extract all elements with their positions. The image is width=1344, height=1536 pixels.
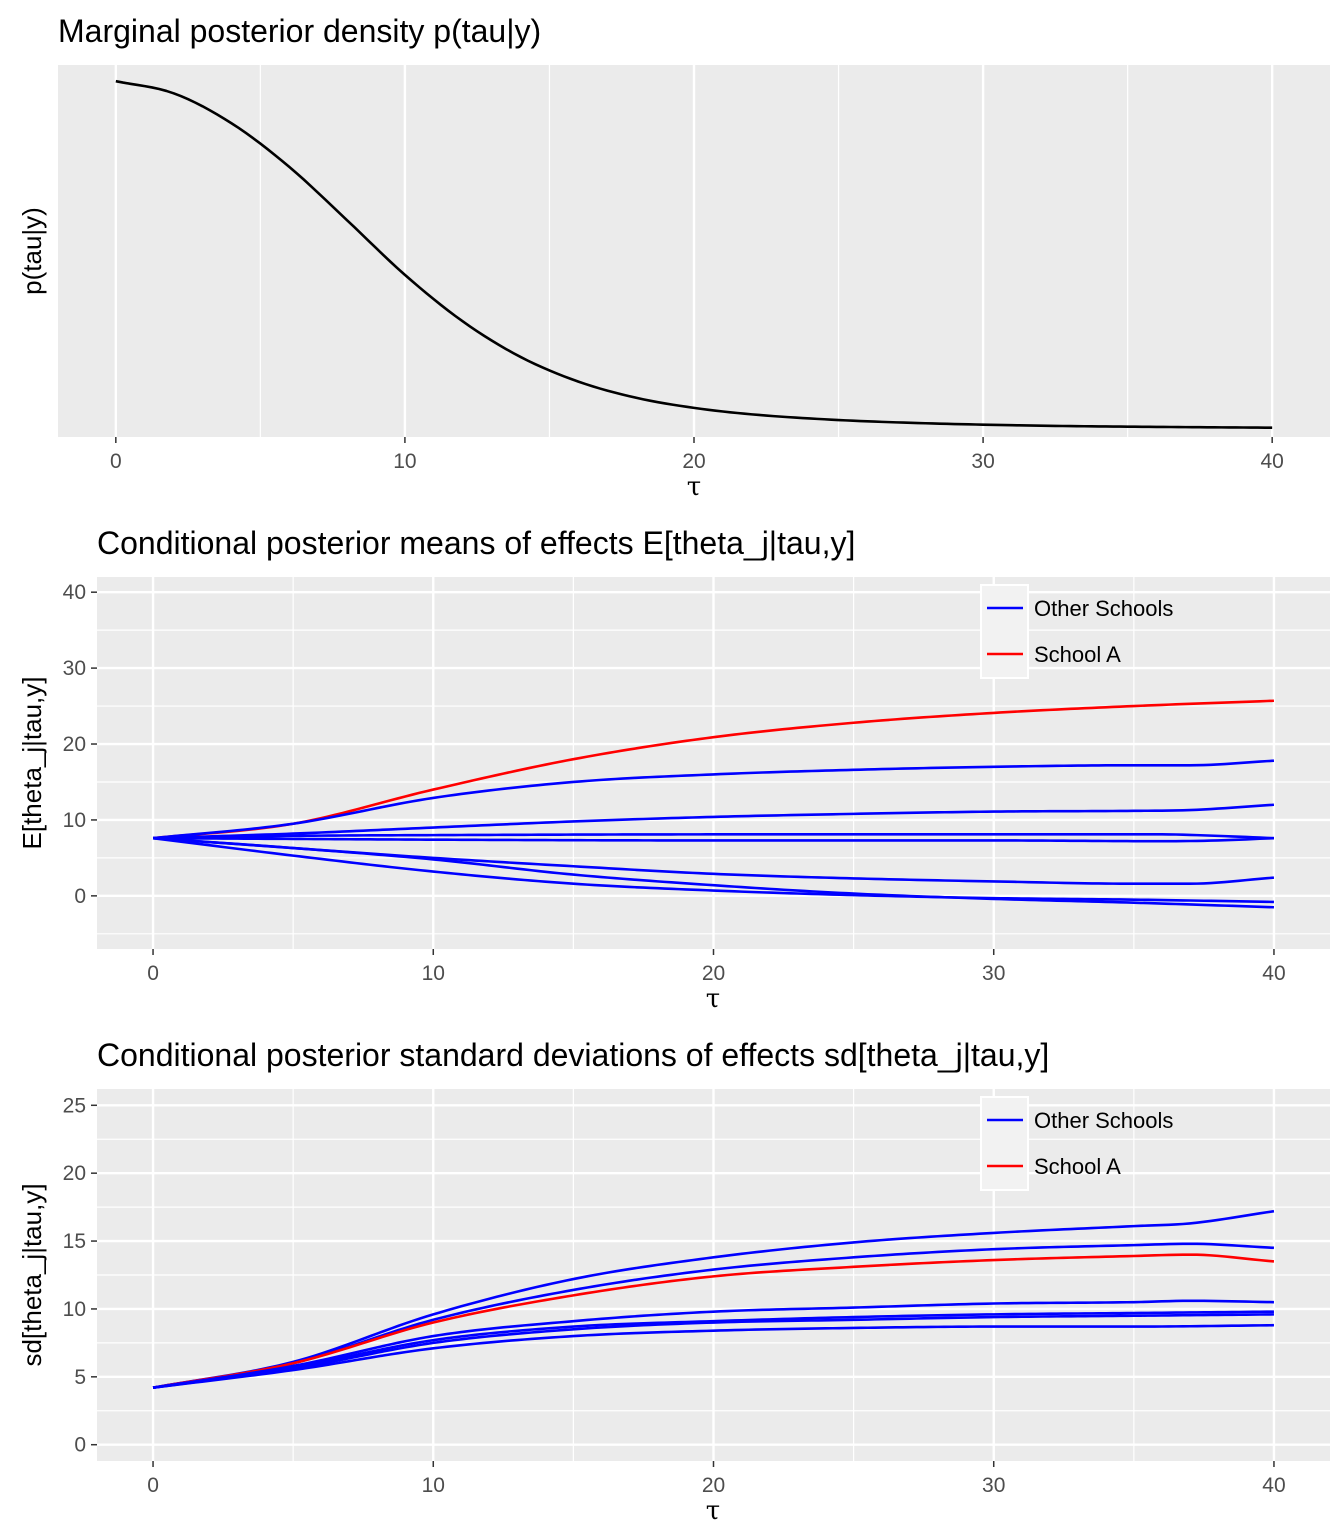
density-x-axis-title: τ bbox=[687, 472, 701, 502]
means-other-schools-line bbox=[153, 836, 1275, 843]
sd-x-tick-label: 40 bbox=[1262, 1474, 1285, 1497]
means-other-schools-line bbox=[153, 803, 1275, 840]
sd-series-group bbox=[152, 1209, 1275, 1389]
sd-x-axis-title: τ bbox=[706, 1496, 720, 1526]
means-other-schools-line bbox=[152, 759, 1275, 840]
sd-other-schools-line bbox=[152, 1323, 1274, 1389]
sd-chart: Conditional posterior standard deviation… bbox=[17, 1037, 1330, 1526]
sd-y-ticks: 0 5 10 15 20 25 bbox=[63, 1094, 97, 1457]
sd-y-axis-title: sd[theta_j|tau,y] bbox=[17, 1183, 47, 1366]
sd-other-schools-line bbox=[152, 1313, 1274, 1389]
means-legend-label-school-a: School A bbox=[1034, 642, 1121, 667]
means-legend-box bbox=[980, 584, 1029, 679]
means-x-axis-title: τ bbox=[706, 984, 720, 1014]
sd-x-tick-label: 20 bbox=[702, 1474, 725, 1497]
means-legend: Other Schools School A bbox=[980, 584, 1173, 679]
means-chart-title: Conditional posterior means of effects E… bbox=[97, 525, 855, 561]
means-gridlines bbox=[97, 577, 1330, 949]
density-y-axis-title: p(tau|y) bbox=[17, 207, 47, 295]
sd-y-tick-label: 5 bbox=[74, 1366, 86, 1389]
density-curve-group bbox=[115, 79, 1273, 429]
sd-legend-label-other-schools: Other Schools bbox=[1034, 1108, 1173, 1133]
means-other-schools-line bbox=[152, 836, 1274, 909]
sd-y-tick-label: 20 bbox=[63, 1162, 86, 1185]
sd-gridlines bbox=[97, 1089, 1330, 1461]
sd-x-tick-label: 10 bbox=[422, 1474, 445, 1497]
density-chart: Marginal posterior density p(tau|y) 0 10 2… bbox=[17, 13, 1330, 502]
sd-chart-title: Conditional posterior standard deviation… bbox=[97, 1037, 1049, 1073]
sd-legend-label-school-a: School A bbox=[1034, 1154, 1121, 1179]
sd-x-ticks: 0 10 20 30 40 bbox=[147, 1461, 1286, 1497]
means-y-tick-label: 0 bbox=[74, 885, 86, 908]
means-x-ticks: 0 10 20 30 40 bbox=[147, 949, 1286, 985]
means-y-tick-label: 40 bbox=[63, 581, 86, 604]
density-x-tick-label: 30 bbox=[971, 450, 994, 473]
sd-y-tick-label: 15 bbox=[63, 1230, 86, 1253]
means-legend-label-other-schools: Other Schools bbox=[1034, 596, 1173, 621]
means-x-tick-label: 10 bbox=[422, 962, 445, 985]
sd-legend: Other Schools School A bbox=[980, 1096, 1173, 1191]
sd-legend-box bbox=[980, 1096, 1029, 1191]
means-other-schools-line bbox=[153, 833, 1275, 840]
means-school-a-line bbox=[152, 699, 1274, 840]
density-x-tick-label: 20 bbox=[682, 450, 705, 473]
means-y-tick-label: 20 bbox=[63, 733, 86, 756]
density-x-tick-label: 10 bbox=[393, 450, 416, 473]
sd-other-schools-line bbox=[152, 1209, 1275, 1389]
means-other-schools-line bbox=[152, 836, 1274, 904]
sd-y-tick-label: 0 bbox=[74, 1434, 86, 1457]
density-gridlines bbox=[114, 65, 1274, 437]
means-y-tick-label: 30 bbox=[63, 657, 86, 680]
means-series-group bbox=[152, 699, 1275, 909]
sd-x-tick-label: 0 bbox=[147, 1474, 159, 1497]
means-x-tick-label: 20 bbox=[702, 962, 725, 985]
means-y-axis-title: E[theta_j|tau,y] bbox=[17, 677, 47, 850]
density-density-line bbox=[115, 79, 1273, 429]
means-x-tick-label: 0 bbox=[147, 962, 159, 985]
sd-y-tick-label: 25 bbox=[63, 1094, 86, 1117]
density-x-tick-label: 40 bbox=[1261, 450, 1284, 473]
sd-x-tick-label: 30 bbox=[982, 1474, 1005, 1497]
density-chart-title: Marginal posterior density p(tau|y) bbox=[58, 13, 541, 49]
sd-school-a-line bbox=[152, 1253, 1275, 1389]
means-chart: Conditional posterior means of effects E… bbox=[17, 525, 1330, 1014]
density-x-ticks: 0 10 20 30 40 bbox=[110, 437, 1284, 473]
density-x-tick-label: 0 bbox=[110, 450, 122, 473]
means-y-ticks: 0 10 20 30 40 bbox=[63, 581, 97, 908]
means-x-tick-label: 30 bbox=[982, 962, 1005, 985]
means-x-tick-label: 40 bbox=[1262, 962, 1285, 985]
sd-other-schools-line bbox=[152, 1299, 1274, 1389]
sd-other-schools-line bbox=[152, 1310, 1274, 1389]
means-y-tick-label: 10 bbox=[63, 809, 86, 832]
sd-y-tick-label: 10 bbox=[63, 1298, 86, 1321]
